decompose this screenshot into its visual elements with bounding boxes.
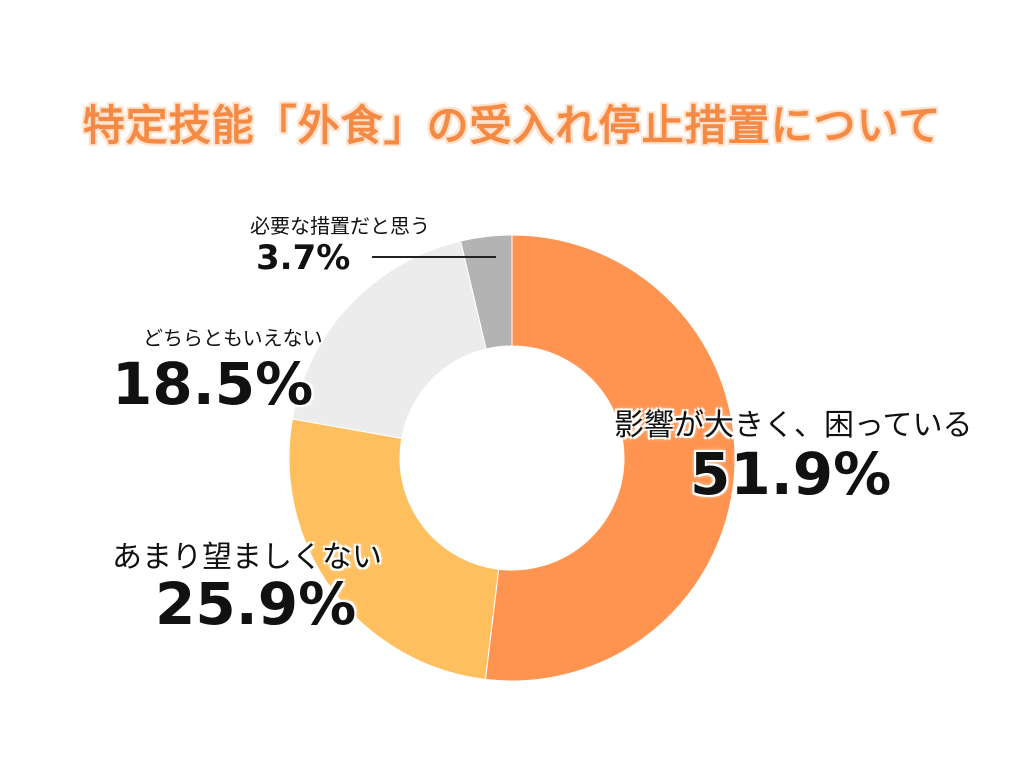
slice-label-necessary: 必要な措置だと思う <box>250 214 430 238</box>
slice-neutral <box>291 240 487 439</box>
slice-label-big-impact: 影響が大きく、困っている <box>614 408 973 443</box>
slice-big-impact <box>484 234 736 682</box>
slice-label-not-desirable: あまり望ましくない <box>112 540 382 575</box>
slice-necessary <box>460 234 513 350</box>
slice-value-big-impact: 51.9% <box>690 440 892 508</box>
slice-label-neutral: どちらともいえない <box>143 326 323 350</box>
donut-slices <box>288 234 736 682</box>
slice-value-necessary: 3.7% <box>256 238 351 278</box>
slice-not-desirable <box>288 418 500 680</box>
slice-value-neutral: 18.5% <box>112 350 314 418</box>
slice-value-not-desirable: 25.9% <box>155 570 357 638</box>
chart-title: 特定技能「外食」の受入れ停止措置について <box>82 101 942 150</box>
